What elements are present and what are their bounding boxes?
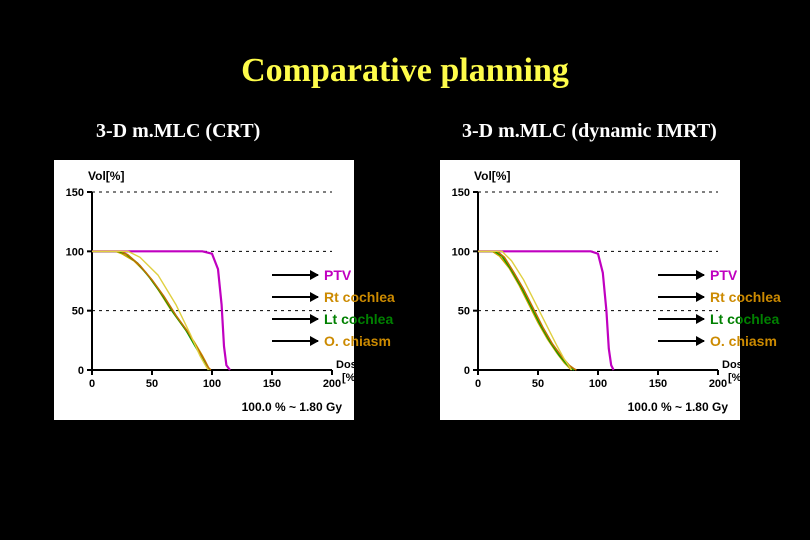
legend-label: PTV: [324, 267, 351, 283]
legend-arrow-icon: [658, 274, 704, 276]
svg-text:0: 0: [78, 365, 84, 377]
subtitle-left: 3-D m.MLC (CRT): [96, 120, 260, 143]
svg-text:200: 200: [323, 378, 341, 390]
svg-text:150: 150: [452, 187, 470, 199]
legend-left: PTV Rt cochlea Lt cochlea O. chiasm: [272, 264, 395, 352]
svg-text:50: 50: [532, 378, 544, 390]
svg-text:200: 200: [709, 378, 727, 390]
svg-text:150: 150: [649, 378, 667, 390]
subtitle-right: 3-D m.MLC (dynamic IMRT): [462, 120, 717, 143]
svg-text:Dose: Dose: [336, 359, 354, 371]
svg-text:150: 150: [263, 378, 281, 390]
legend-right: PTV Rt cochlea Lt cochlea O. chiasm: [658, 264, 781, 352]
svg-text:0: 0: [89, 378, 95, 390]
svg-text:[%]: [%]: [342, 372, 354, 384]
legend-label: Lt cochlea: [710, 311, 779, 327]
svg-text:100: 100: [203, 378, 221, 390]
legend-item: O. chiasm: [272, 330, 395, 352]
legend-item: O. chiasm: [658, 330, 781, 352]
legend-label: Lt cochlea: [324, 311, 393, 327]
legend-label: Rt cochlea: [324, 289, 395, 305]
svg-text:0: 0: [475, 378, 481, 390]
svg-text:0: 0: [464, 365, 470, 377]
legend-arrow-icon: [658, 296, 704, 298]
legend-item: Rt cochlea: [272, 286, 395, 308]
legend-arrow-icon: [272, 274, 318, 276]
legend-label: O. chiasm: [324, 333, 391, 349]
chart-footer: 100.0 % ~ 1.80 Gy: [242, 400, 342, 414]
svg-text:150: 150: [66, 187, 84, 199]
svg-text:50: 50: [146, 378, 158, 390]
chart-footer: 100.0 % ~ 1.80 Gy: [628, 400, 728, 414]
legend-item: Lt cochlea: [272, 308, 395, 330]
svg-text:50: 50: [458, 306, 470, 318]
svg-text:[%]: [%]: [728, 372, 740, 384]
legend-label: PTV: [710, 267, 737, 283]
svg-text:100: 100: [452, 246, 470, 258]
legend-arrow-icon: [272, 296, 318, 298]
legend-arrow-icon: [272, 340, 318, 342]
svg-text:Dose: Dose: [722, 359, 740, 371]
svg-text:100: 100: [66, 246, 84, 258]
legend-item: PTV: [272, 264, 395, 286]
legend-arrow-icon: [658, 318, 704, 320]
svg-text:Vol[%]: Vol[%]: [88, 169, 124, 183]
legend-arrow-icon: [658, 340, 704, 342]
legend-label: O. chiasm: [710, 333, 777, 349]
legend-label: Rt cochlea: [710, 289, 781, 305]
legend-item: PTV: [658, 264, 781, 286]
svg-text:100: 100: [589, 378, 607, 390]
svg-text:Vol[%]: Vol[%]: [474, 169, 510, 183]
legend-arrow-icon: [272, 318, 318, 320]
slide-title: Comparative planning: [0, 52, 810, 90]
svg-text:50: 50: [72, 306, 84, 318]
legend-item: Rt cochlea: [658, 286, 781, 308]
legend-item: Lt cochlea: [658, 308, 781, 330]
